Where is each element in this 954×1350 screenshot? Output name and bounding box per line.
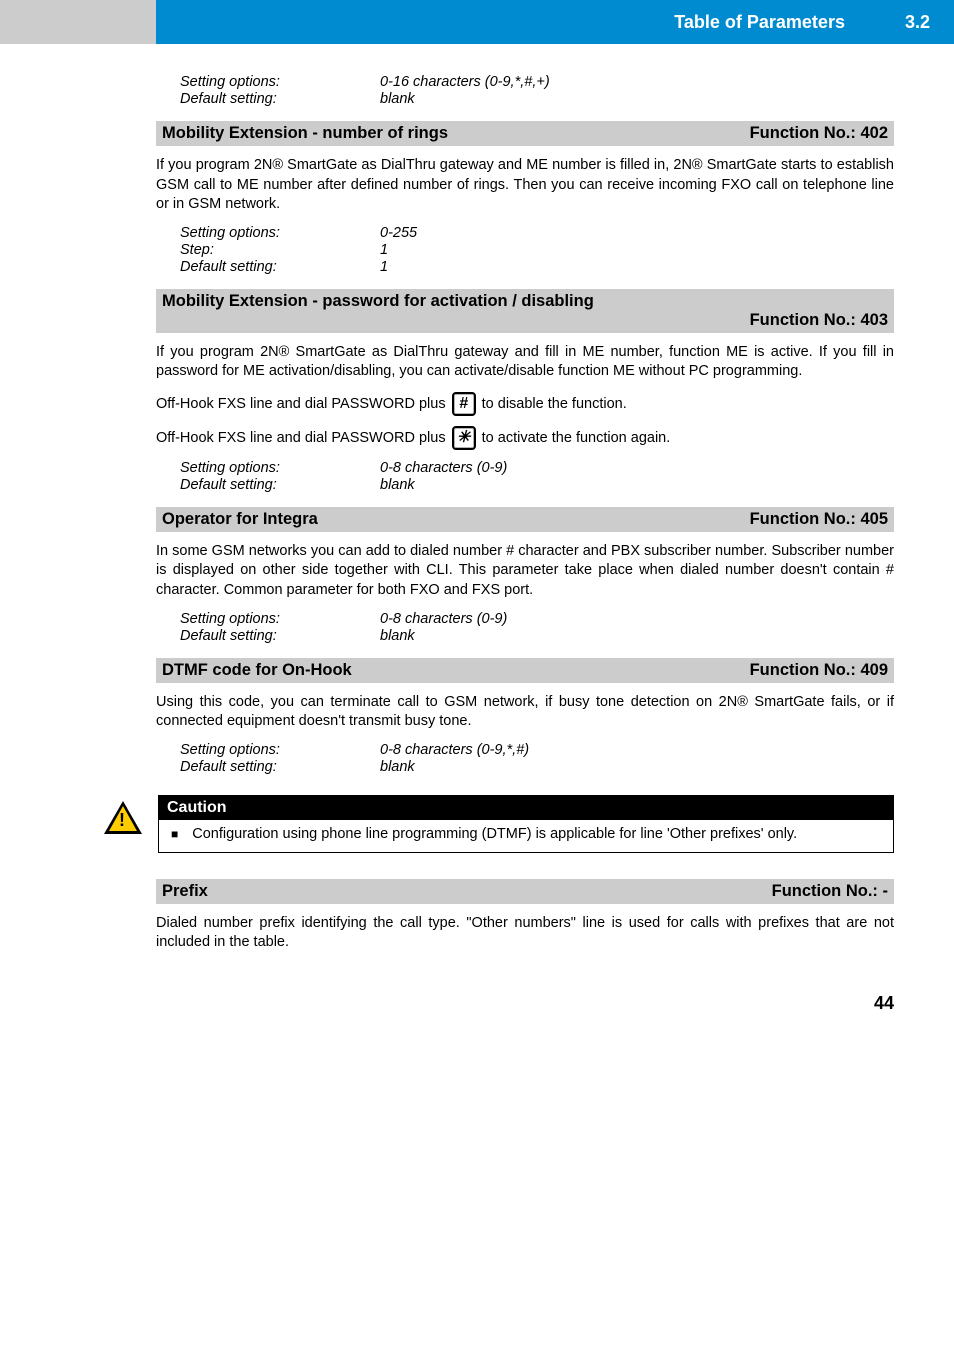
function-number: Function No.: 402 (750, 124, 888, 143)
function-number: Function No.: 403 (750, 311, 888, 330)
section-title: Mobility Extension - password for activa… (162, 292, 888, 311)
setting-options-label: Setting options: (180, 460, 380, 476)
step-row: Step: 1 (180, 242, 894, 258)
params-402: Setting options: 0-255 Step: 1 Default s… (156, 225, 894, 275)
setting-options-row: Setting options: 0-255 (180, 225, 894, 241)
section-body-409: Using this code, you can terminate call … (156, 693, 894, 732)
setting-options-row: Setting options: 0-8 characters (0-9) (180, 611, 894, 627)
setting-options-value: 0-8 characters (0-9) (380, 611, 507, 627)
page-title: Table of Parameters (674, 12, 845, 33)
section-title: Operator for Integra (162, 510, 318, 529)
caution-title: Caution (159, 796, 893, 820)
params-409: Setting options: 0-8 characters (0-9,*,#… (156, 742, 894, 775)
section-body-403b: Off-Hook FXS line and dial PASSWORD plus… (156, 392, 894, 416)
section-number: 3.2 (905, 12, 930, 33)
default-setting-row: Default setting: blank (180, 759, 894, 775)
section-header-409: DTMF code for On-Hook Function No.: 409 (156, 658, 894, 683)
default-setting-value: blank (380, 628, 415, 644)
text-part: to activate the function again. (482, 430, 671, 446)
default-setting-value: blank (380, 477, 415, 493)
page: Table of Parameters 3.2 Setting options:… (0, 0, 954, 1044)
caution-box: Caution Configuration using phone line p… (158, 795, 894, 853)
step-value: 1 (380, 242, 388, 258)
setting-options-value: 0-16 characters (0-9,*,#,+) (380, 74, 550, 90)
section-header-403: Mobility Extension - password for activa… (156, 289, 894, 333)
section-header-prefix: Prefix Function No.: - (156, 879, 894, 904)
function-number: Function No.: - (772, 882, 888, 901)
default-setting-label: Default setting: (180, 628, 380, 644)
content: Setting options: 0-16 characters (0-9,*,… (0, 74, 954, 775)
default-setting-value: blank (380, 759, 415, 775)
params-403: Setting options: 0-8 characters (0-9) De… (156, 460, 894, 493)
text-part: Off-Hook FXS line and dial PASSWORD plus (156, 396, 450, 412)
step-label: Step: (180, 242, 380, 258)
section-title: Prefix (162, 882, 208, 901)
setting-options-label: Setting options: (180, 742, 380, 758)
section-header-402: Mobility Extension - number of rings Fun… (156, 121, 894, 146)
top-params: Setting options: 0-16 characters (0-9,*,… (156, 74, 894, 107)
section-body-403a: If you program 2N® SmartGate as DialThru… (156, 343, 894, 382)
function-number: Function No.: 405 (750, 510, 888, 529)
default-setting-label: Default setting: (180, 259, 380, 275)
caution-item: Configuration using phone line programmi… (171, 826, 881, 842)
function-number: Function No.: 409 (750, 661, 888, 680)
setting-options-row: Setting options: 0-16 characters (0-9,*,… (180, 74, 894, 90)
text-part: Off-Hook FXS line and dial PASSWORD plus (156, 430, 450, 446)
setting-options-label: Setting options: (180, 74, 380, 90)
default-setting-row: Default setting: blank (180, 477, 894, 493)
section-title: Mobility Extension - number of rings (162, 124, 448, 143)
default-setting-label: Default setting: (180, 91, 380, 107)
text-part: to disable the function. (482, 396, 627, 412)
header-margin (0, 0, 156, 44)
section-header-405: Operator for Integra Function No.: 405 (156, 507, 894, 532)
section-title: DTMF code for On-Hook (162, 661, 352, 680)
default-setting-label: Default setting: (180, 759, 380, 775)
default-setting-row: Default setting: blank (180, 91, 894, 107)
setting-options-label: Setting options: (180, 611, 380, 627)
default-setting-label: Default setting: (180, 477, 380, 493)
section-body-403c: Off-Hook FXS line and dial PASSWORD plus… (156, 426, 894, 450)
header-bar: Table of Parameters 3.2 (0, 0, 954, 44)
section-body-402: If you program 2N® SmartGate as DialThru… (156, 156, 894, 215)
page-number: 44 (0, 993, 954, 1014)
default-setting-row: Default setting: blank (180, 628, 894, 644)
setting-options-value: 0-255 (380, 225, 417, 241)
caution-body: Configuration using phone line programmi… (159, 820, 893, 852)
params-405: Setting options: 0-8 characters (0-9) De… (156, 611, 894, 644)
setting-options-row: Setting options: 0-8 characters (0-9,*,#… (180, 742, 894, 758)
setting-options-value: 0-8 characters (0-9) (380, 460, 507, 476)
star-key-icon: ✳ (452, 426, 476, 450)
default-setting-row: Default setting: 1 (180, 259, 894, 275)
default-setting-value: 1 (380, 259, 388, 275)
setting-options-row: Setting options: 0-8 characters (0-9) (180, 460, 894, 476)
setting-options-label: Setting options: (180, 225, 380, 241)
default-setting-value: blank (380, 91, 415, 107)
header-main: Table of Parameters 3.2 (156, 0, 954, 44)
section-body-405: In some GSM networks you can add to dial… (156, 542, 894, 601)
section-body-prefix: Dialed number prefix identifying the cal… (156, 914, 894, 953)
caution-block: ! Caution Configuration using phone line… (0, 795, 954, 853)
hash-key-icon: # (452, 392, 476, 416)
warning-icon: ! (100, 795, 150, 834)
setting-options-value: 0-8 characters (0-9,*,#) (380, 742, 529, 758)
content-lower: Prefix Function No.: - Dialed number pre… (0, 879, 954, 953)
